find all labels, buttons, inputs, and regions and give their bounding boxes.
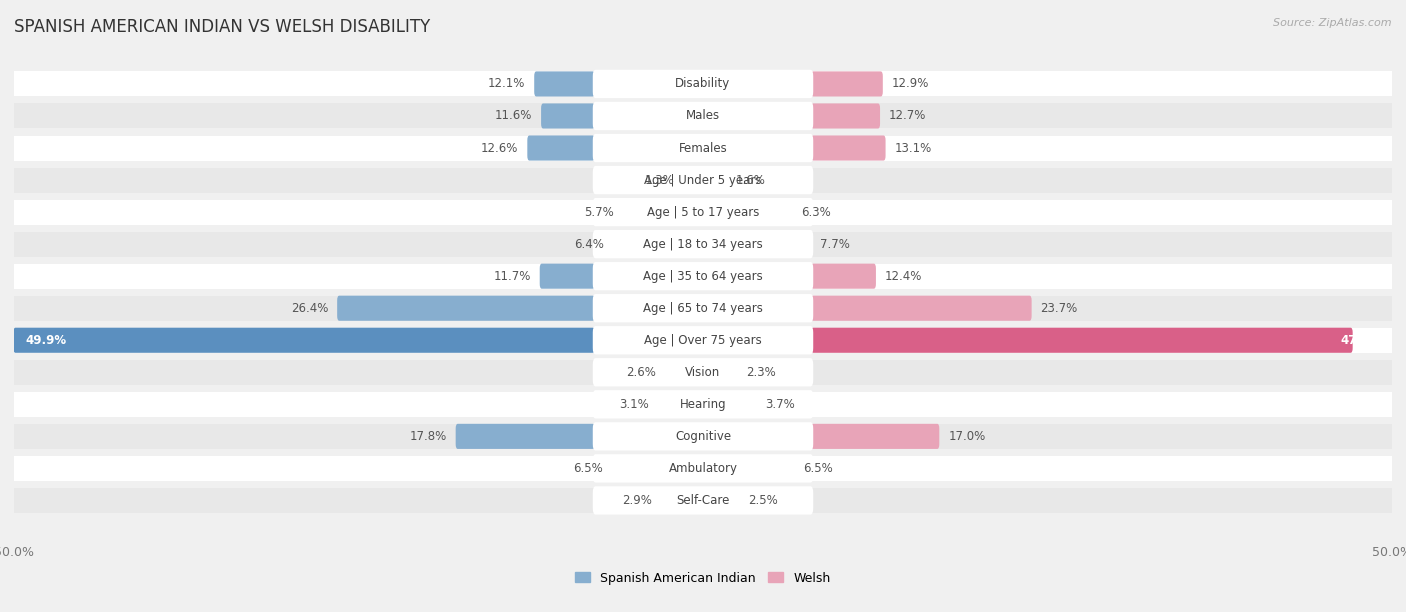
- FancyBboxPatch shape: [593, 326, 813, 354]
- FancyBboxPatch shape: [540, 264, 595, 289]
- FancyBboxPatch shape: [14, 327, 595, 353]
- Bar: [14, 135, 1392, 160]
- FancyBboxPatch shape: [811, 264, 876, 289]
- Text: 2.5%: 2.5%: [748, 494, 778, 507]
- Text: Age | 35 to 64 years: Age | 35 to 64 years: [643, 270, 763, 283]
- Bar: [14, 328, 1392, 353]
- Text: 6.4%: 6.4%: [574, 237, 603, 251]
- Text: Females: Females: [679, 141, 727, 154]
- Text: Vision: Vision: [685, 366, 721, 379]
- Text: SPANISH AMERICAN INDIAN VS WELSH DISABILITY: SPANISH AMERICAN INDIAN VS WELSH DISABIL…: [14, 18, 430, 36]
- Bar: [14, 392, 1392, 417]
- Text: Age | 65 to 74 years: Age | 65 to 74 years: [643, 302, 763, 315]
- Text: 2.3%: 2.3%: [745, 366, 776, 379]
- FancyBboxPatch shape: [811, 103, 880, 129]
- FancyBboxPatch shape: [593, 358, 813, 386]
- Text: 12.9%: 12.9%: [891, 78, 929, 91]
- FancyBboxPatch shape: [593, 134, 813, 162]
- Bar: [14, 168, 1392, 193]
- Text: Cognitive: Cognitive: [675, 430, 731, 443]
- Text: Ambulatory: Ambulatory: [668, 462, 738, 475]
- FancyBboxPatch shape: [811, 72, 883, 97]
- Text: 6.5%: 6.5%: [804, 462, 834, 475]
- FancyBboxPatch shape: [811, 135, 886, 160]
- FancyBboxPatch shape: [811, 327, 1353, 353]
- Text: Hearing: Hearing: [679, 398, 727, 411]
- Bar: [14, 424, 1392, 449]
- Text: Self-Care: Self-Care: [676, 494, 730, 507]
- Text: 17.8%: 17.8%: [409, 430, 447, 443]
- FancyBboxPatch shape: [593, 166, 813, 194]
- Bar: [14, 72, 1392, 97]
- FancyBboxPatch shape: [593, 294, 813, 323]
- Bar: [14, 231, 1392, 256]
- Text: 5.7%: 5.7%: [583, 206, 613, 218]
- Text: 23.7%: 23.7%: [1040, 302, 1078, 315]
- Text: Age | Under 5 years: Age | Under 5 years: [644, 174, 762, 187]
- Bar: [14, 296, 1392, 321]
- FancyBboxPatch shape: [593, 422, 813, 450]
- Bar: [14, 360, 1392, 385]
- Text: Males: Males: [686, 110, 720, 122]
- FancyBboxPatch shape: [541, 103, 595, 129]
- Bar: [14, 264, 1392, 289]
- Text: 11.7%: 11.7%: [494, 270, 531, 283]
- Bar: [14, 456, 1392, 481]
- FancyBboxPatch shape: [527, 135, 595, 160]
- Text: 3.1%: 3.1%: [620, 398, 650, 411]
- FancyBboxPatch shape: [337, 296, 595, 321]
- FancyBboxPatch shape: [593, 70, 813, 98]
- Text: Disability: Disability: [675, 78, 731, 91]
- Text: Source: ZipAtlas.com: Source: ZipAtlas.com: [1274, 18, 1392, 28]
- Bar: [14, 488, 1392, 513]
- FancyBboxPatch shape: [456, 424, 595, 449]
- Text: 12.7%: 12.7%: [889, 110, 927, 122]
- FancyBboxPatch shape: [534, 72, 595, 97]
- Text: 2.6%: 2.6%: [626, 366, 657, 379]
- Text: Age | 18 to 34 years: Age | 18 to 34 years: [643, 237, 763, 251]
- Bar: [14, 103, 1392, 129]
- Text: 1.3%: 1.3%: [644, 174, 673, 187]
- FancyBboxPatch shape: [593, 487, 813, 515]
- FancyBboxPatch shape: [593, 198, 813, 226]
- FancyBboxPatch shape: [593, 390, 813, 419]
- FancyBboxPatch shape: [593, 262, 813, 290]
- FancyBboxPatch shape: [593, 102, 813, 130]
- Legend: Spanish American Indian, Welsh: Spanish American Indian, Welsh: [571, 567, 835, 589]
- Text: 6.3%: 6.3%: [801, 206, 831, 218]
- Text: 47.0%: 47.0%: [1340, 334, 1381, 347]
- Text: 17.0%: 17.0%: [948, 430, 986, 443]
- Bar: [14, 200, 1392, 225]
- Text: 1.6%: 1.6%: [737, 174, 766, 187]
- Text: 12.6%: 12.6%: [481, 141, 519, 154]
- Text: 12.1%: 12.1%: [488, 78, 526, 91]
- Text: 6.5%: 6.5%: [572, 462, 602, 475]
- Text: 3.7%: 3.7%: [765, 398, 794, 411]
- Text: Age | 5 to 17 years: Age | 5 to 17 years: [647, 206, 759, 218]
- Text: 49.9%: 49.9%: [25, 334, 66, 347]
- FancyBboxPatch shape: [593, 454, 813, 482]
- Text: 12.4%: 12.4%: [884, 270, 922, 283]
- Text: 7.7%: 7.7%: [820, 237, 851, 251]
- Text: 13.1%: 13.1%: [894, 141, 932, 154]
- FancyBboxPatch shape: [593, 230, 813, 258]
- Text: 11.6%: 11.6%: [495, 110, 531, 122]
- Text: 26.4%: 26.4%: [291, 302, 328, 315]
- FancyBboxPatch shape: [811, 424, 939, 449]
- FancyBboxPatch shape: [811, 296, 1032, 321]
- Text: Age | Over 75 years: Age | Over 75 years: [644, 334, 762, 347]
- Text: 2.9%: 2.9%: [621, 494, 652, 507]
